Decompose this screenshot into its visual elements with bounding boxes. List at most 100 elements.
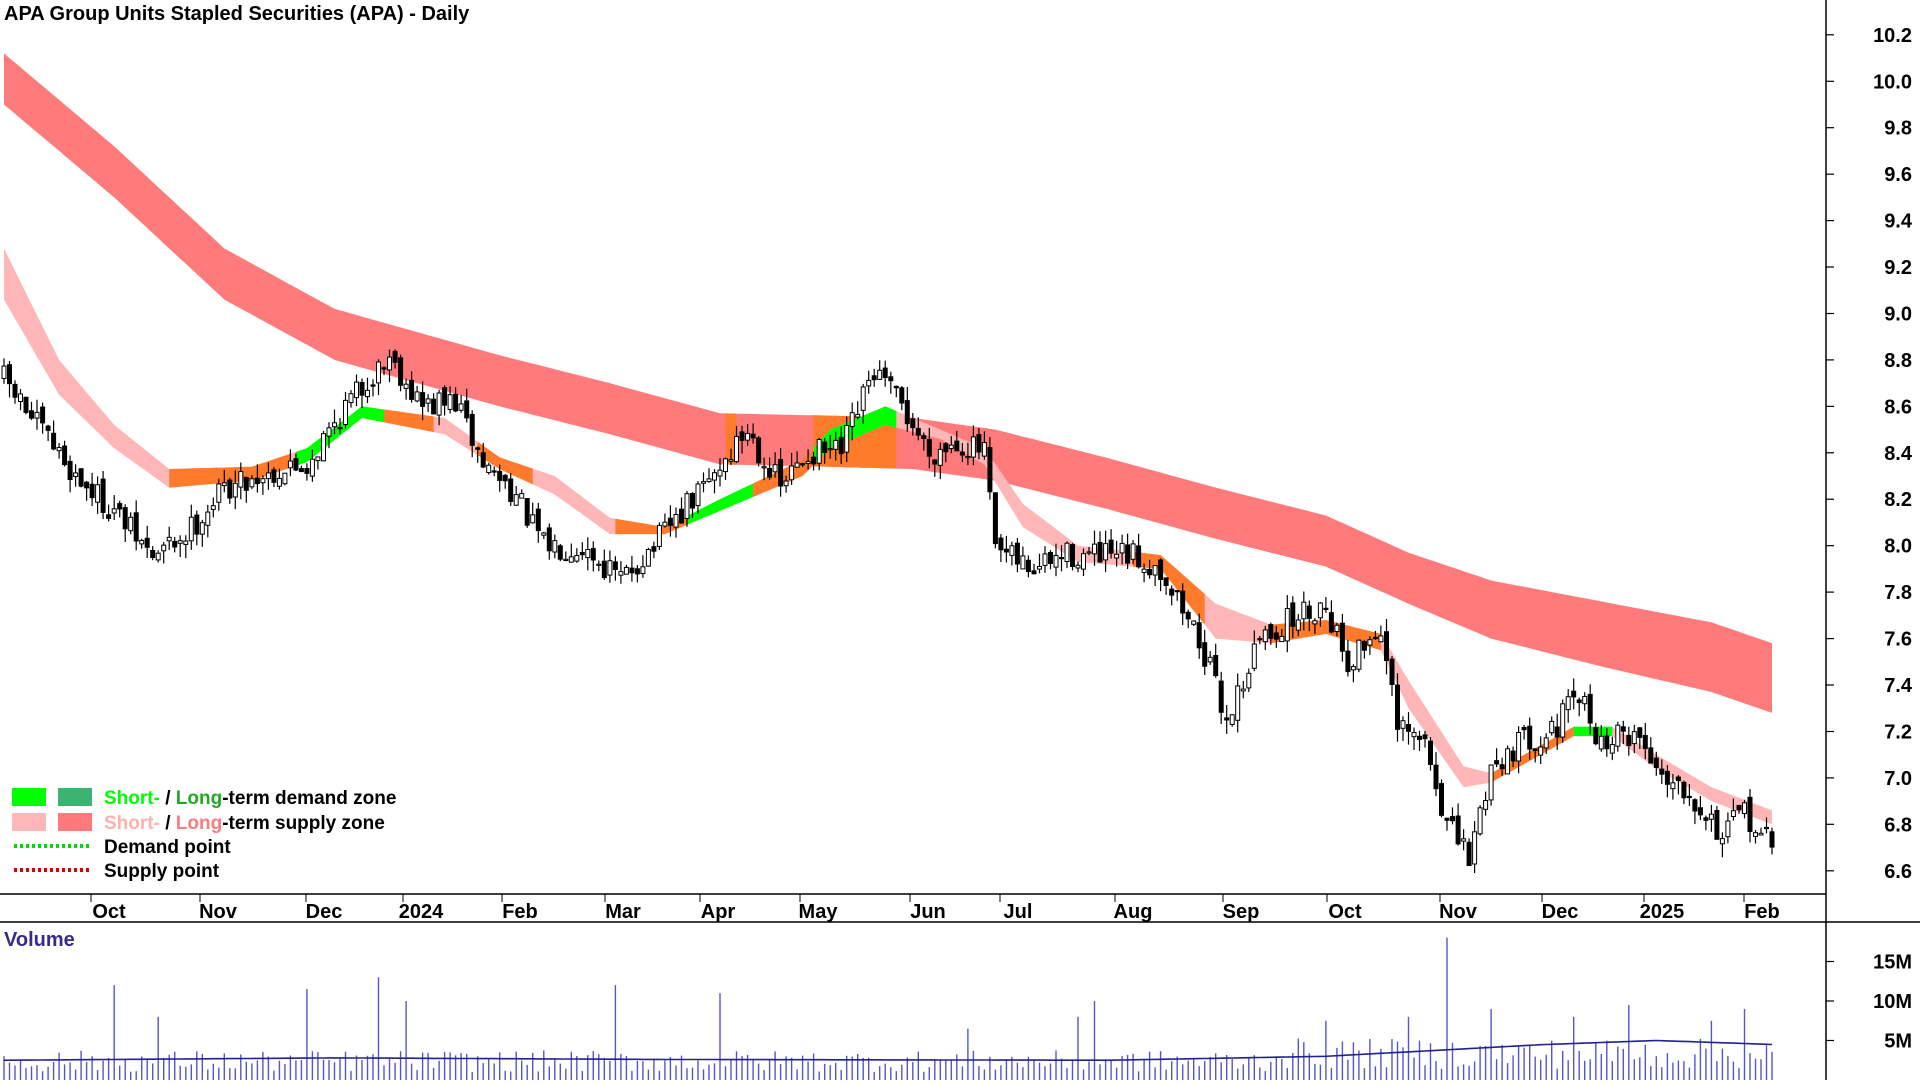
candle-body [1097,541,1103,563]
candle-body [673,514,679,528]
candle-body [508,478,514,502]
x-tick-label: Dec [1542,901,1579,923]
candle-body [1251,643,1257,669]
candle-body [177,540,183,544]
candle-body [750,433,756,439]
candle-body [1323,607,1329,610]
volume-y-axis: 15M 10M 5M [1826,952,1912,1053]
y-tick-label: 7.4 [1884,675,1913,697]
y-tick-label: 10.2 [1873,25,1912,47]
candle-body [298,468,304,473]
candle-body [855,413,861,418]
candle-body [1114,553,1120,559]
candle-body [970,436,976,458]
candle-body [965,456,971,459]
candle-body [513,494,519,506]
candle-body [1108,539,1114,554]
candle-body [1742,802,1747,814]
candle-body [392,350,398,363]
candle-body [370,384,376,387]
candle-body [1092,543,1097,555]
candle-body [811,456,817,465]
x-tick-label: Jun [910,901,946,923]
candle-body [117,503,123,510]
candle-body [205,511,211,526]
candle-body [1,365,7,380]
candle-body [1444,817,1450,821]
candle-body [849,412,855,427]
candle-body [805,460,811,464]
candle-body [1312,620,1318,625]
candle-body [1753,832,1758,837]
candle-body [860,386,866,411]
candle-body [1356,639,1362,670]
candle-body [293,458,299,471]
candle-body [717,469,723,477]
candle-body [1598,735,1604,750]
candle-body [789,465,795,481]
candle-body [497,470,503,481]
legend-demand-point-label: Demand point [104,837,231,858]
candle-body [1317,602,1323,619]
candle-body [739,431,745,441]
candle-body [1609,744,1615,754]
y-axis: 10.2 10.0 9.8 9.6 9.4 9.2 9.0 8.8 8.6 8.4 8.2 8.0 7.… [1826,25,1913,883]
candle-body [546,527,552,552]
long-term-supply-band [4,53,1772,713]
candle-body [1031,570,1037,575]
y-tick-label: 9.4 [1884,211,1913,233]
candle-body [1708,813,1714,820]
candle-body [12,383,18,398]
candle-body [188,516,194,542]
candle-body [778,459,784,487]
candle-body [976,434,982,453]
short-term-zone-segment [615,516,687,535]
candle-body [959,451,965,456]
candle-body [172,540,178,548]
candle-body [271,469,277,483]
candle-body [1769,831,1775,848]
candle-body [1141,568,1147,573]
candle-body [590,547,596,561]
candle-body [166,536,172,542]
candle-body [469,414,475,446]
candle-body [1681,781,1687,799]
candle-body [1433,764,1439,790]
candle-body [155,552,161,561]
y-tick-label: 7.0 [1884,768,1912,790]
candle-body [728,459,734,462]
candle-body [199,522,205,535]
candle-body [1516,732,1522,762]
x-tick-label: Jul [1004,901,1033,923]
candle-body [1229,714,1235,725]
legend-supply-zone-label: Short- / Long-term supply zone [104,813,385,834]
candlesticks [1,349,1775,873]
candle-body [1538,746,1544,756]
candle-body [282,472,288,485]
legend-supply-suffix: -term supply zone [222,813,385,834]
candle-body [1003,548,1009,553]
candle-body [1378,635,1384,643]
candle-body [221,482,227,487]
candle-body [1202,642,1208,667]
candle-body [1103,543,1109,561]
legend: Short- / Long-term demand zone Short- / … [12,788,396,882]
candle-body [1059,557,1064,560]
candle-body [1064,542,1070,563]
candle-body [1136,545,1142,568]
candle-body [464,400,470,419]
candle-body [1521,727,1527,731]
candle-body [535,508,541,532]
candle-body [921,435,927,440]
volume-panel: Volume 15M 10M 5M [3,929,1912,1080]
candle-body [1554,726,1560,738]
candle-body [1009,545,1015,556]
candle-body [1350,666,1356,671]
candle-body [1565,696,1571,711]
candle-body [332,422,337,428]
candle-body [1295,619,1301,631]
candle-body [1670,782,1676,790]
y-tick-label: 6.6 [1884,861,1912,883]
candle-body [706,478,712,483]
candle-body [420,392,426,407]
